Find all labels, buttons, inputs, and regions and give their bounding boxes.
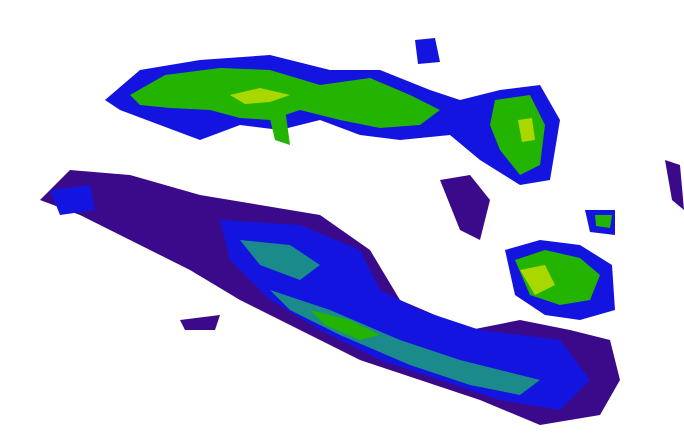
heavy-echo-layer (230, 88, 555, 295)
northern-echo-band-core (130, 68, 440, 128)
echo-cluster (240, 240, 320, 280)
echo-cluster (50, 185, 95, 215)
echo-cluster (415, 38, 440, 64)
echo-cluster (665, 160, 684, 210)
echo-cluster (490, 95, 545, 175)
echo-cluster (268, 108, 290, 145)
echo-cluster (518, 118, 535, 142)
moderate-echo-layer (240, 240, 540, 395)
echo-cluster (270, 290, 540, 395)
echo-cluster (180, 315, 220, 330)
echo-cluster (440, 175, 490, 240)
echo-cluster (310, 310, 380, 340)
strong-echo-layer (130, 68, 612, 340)
echo-cluster (230, 88, 290, 104)
echo-cluster (595, 215, 612, 228)
echo-cluster (520, 265, 555, 295)
